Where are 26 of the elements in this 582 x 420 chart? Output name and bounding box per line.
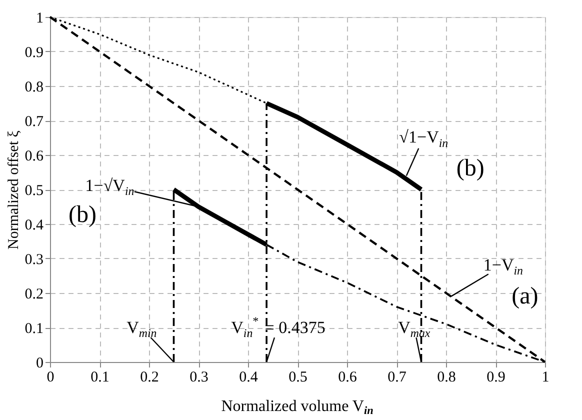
x-tick-label: 0.2 — [140, 370, 159, 386]
y-tick-label: 0.9 — [24, 45, 44, 61]
x-tick-label: 0.9 — [486, 370, 506, 386]
x-tick-label: 1 — [542, 370, 550, 386]
x-tick-label: 0.8 — [437, 370, 456, 386]
y-tick-label: 1 — [36, 10, 44, 26]
y-tick-label: 0.1 — [24, 321, 44, 337]
x-tick-label: 0.4 — [239, 370, 258, 386]
x-tick-label: 0.6 — [338, 370, 358, 386]
y-tick-label: 0.2 — [24, 286, 44, 302]
y-tick-label: 0.7 — [24, 114, 44, 130]
y-tick-label: 0.4 — [24, 218, 44, 234]
annotation: (b) — [456, 156, 484, 182]
x-tick-label: 0.3 — [190, 370, 208, 386]
y-tick-label: 0.8 — [24, 80, 44, 96]
y-tick-label: 0.6 — [24, 148, 44, 164]
y-tick-label: 0.3 — [24, 252, 44, 268]
y-axis-title: Normalized offset ξ — [6, 130, 22, 250]
annotation: (b) — [68, 202, 96, 228]
y-tick-label: 0.5 — [24, 183, 44, 199]
x-tick-label: 0.7 — [388, 370, 407, 386]
annotation: (a) — [512, 283, 538, 310]
x-tick-label: 0.5 — [288, 370, 308, 386]
x-tick-label: 0.1 — [90, 370, 110, 386]
y-tick-label: 0 — [36, 356, 44, 372]
x-tick-label: 0 — [46, 370, 54, 386]
